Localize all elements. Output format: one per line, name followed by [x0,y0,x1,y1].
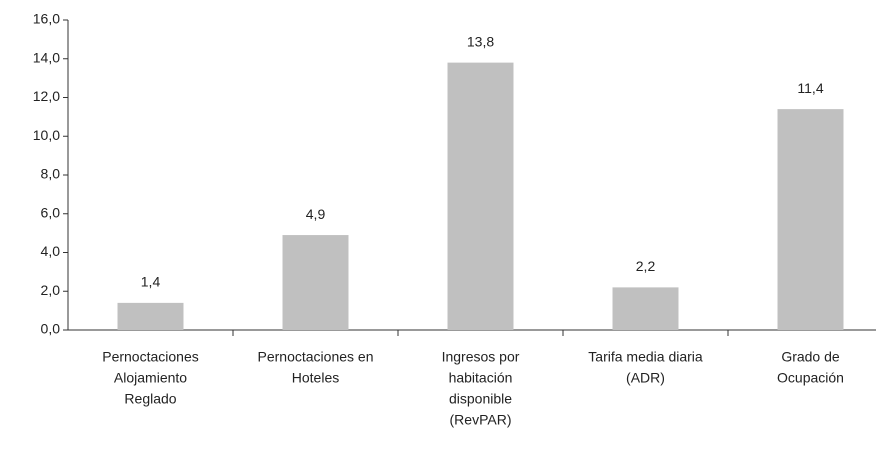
y-tick-label: 2,0 [41,282,61,298]
value-label: 2,2 [636,258,656,274]
y-tick-label: 14,0 [33,49,60,65]
x-tick-label: Ocupación [777,370,844,386]
bar [282,235,349,330]
y-tick-label: 6,0 [41,204,61,220]
x-tick-label: Pernoctaciones [102,349,199,365]
bar [612,287,679,330]
y-tick-label: 16,0 [33,11,60,27]
x-tick-label: Alojamiento [114,370,187,386]
value-label: 4,9 [306,206,326,222]
x-tick-label: habitación [449,370,513,386]
x-tick-label: (ADR) [626,370,665,386]
x-tick-label: Pernoctaciones en [258,349,374,365]
x-tick-label: Grado de [781,349,840,365]
y-tick-label: 10,0 [33,127,60,143]
value-label: 11,4 [797,80,823,96]
bar [777,109,844,330]
y-tick-label: 4,0 [41,243,61,259]
x-tick-label: Ingresos por [442,349,520,365]
x-tick-label: (RevPAR) [450,412,512,428]
y-tick-label: 0,0 [41,321,61,337]
x-tick-label: disponible [449,391,512,407]
value-label: 1,4 [141,274,161,290]
y-tick-label: 8,0 [41,166,61,182]
y-tick-label: 12,0 [33,88,60,104]
value-label: 13,8 [467,33,494,49]
bar [117,302,184,330]
x-tick-label: Tarifa media diaria [588,349,703,365]
bar [447,62,514,330]
x-tick-label: Hoteles [292,370,339,386]
x-tick-label: Reglado [124,391,176,407]
